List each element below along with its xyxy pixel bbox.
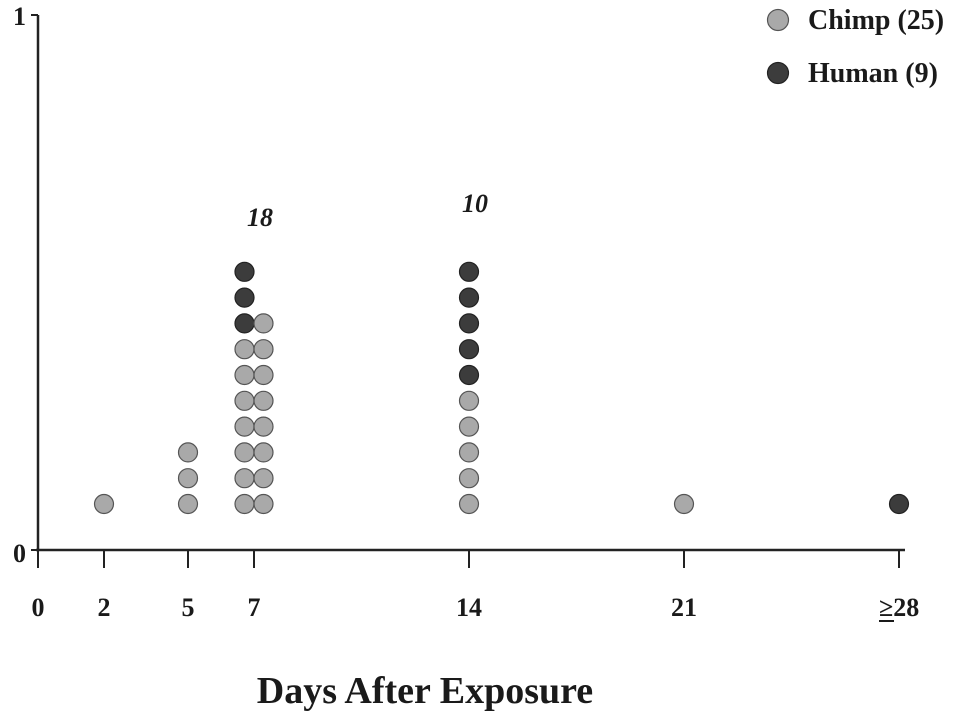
chimp-dot bbox=[234, 468, 255, 489]
chimp-dot bbox=[458, 416, 480, 437]
chimp-dot bbox=[177, 493, 199, 515]
human-dot bbox=[888, 493, 910, 515]
chimp-dot bbox=[93, 493, 115, 515]
chimp-dot bbox=[458, 468, 480, 489]
human-dot bbox=[458, 313, 480, 334]
y-tick-label: 1 bbox=[13, 2, 26, 31]
chimp-dot bbox=[458, 493, 480, 515]
x-tick-label: 14 bbox=[456, 593, 482, 622]
count-annotation: 10 bbox=[462, 189, 488, 218]
chimp-dot bbox=[253, 442, 274, 463]
chimp-dot bbox=[458, 442, 480, 463]
axes bbox=[31, 14, 905, 568]
human-dot bbox=[458, 364, 480, 386]
chimp-dot bbox=[253, 313, 274, 334]
chimp-dot bbox=[234, 339, 255, 360]
chimp-dot bbox=[253, 416, 274, 437]
chimp-dot bbox=[234, 493, 255, 515]
human-dot bbox=[234, 261, 255, 282]
human-dot bbox=[458, 261, 480, 282]
legend: Chimp (25) Human (9) bbox=[766, 5, 944, 89]
chimp-dot bbox=[673, 493, 695, 515]
x-tick-label: 0 bbox=[32, 593, 45, 622]
x-tick-label: ≥28 bbox=[879, 593, 919, 622]
human-dot bbox=[234, 287, 255, 308]
human-dot bbox=[458, 287, 480, 308]
chimp-dot bbox=[253, 364, 274, 386]
chimp-dot bbox=[177, 442, 199, 463]
legend-chimp-marker bbox=[766, 8, 790, 32]
chimp-dot bbox=[234, 442, 255, 463]
chimp-dot bbox=[253, 493, 274, 515]
x-axis-label: Days After Exposure bbox=[257, 670, 593, 712]
chimp-dot bbox=[253, 468, 274, 489]
x-tick-label: 21 bbox=[671, 593, 697, 622]
dots-layer bbox=[93, 261, 910, 515]
chimp-dot bbox=[234, 416, 255, 437]
x-tick-label: 7 bbox=[248, 593, 261, 622]
count-annotation: 18 bbox=[247, 203, 273, 232]
chimp-dot bbox=[177, 468, 199, 489]
chimp-dot bbox=[253, 390, 274, 411]
human-dot bbox=[234, 313, 255, 334]
human-dot bbox=[458, 339, 480, 360]
legend-chimp-label: Chimp (25) bbox=[808, 5, 944, 36]
legend-human-label: Human (9) bbox=[808, 58, 938, 89]
legend-human-marker bbox=[766, 61, 790, 85]
chimp-dot bbox=[234, 364, 255, 386]
chimp-dot bbox=[234, 390, 255, 411]
chimp-dot bbox=[458, 390, 480, 411]
y-tick-label: 0 bbox=[13, 539, 26, 568]
x-tick-label: 2 bbox=[98, 593, 111, 622]
chimp-dot bbox=[253, 339, 274, 360]
x-tick-label: 5 bbox=[182, 593, 195, 622]
